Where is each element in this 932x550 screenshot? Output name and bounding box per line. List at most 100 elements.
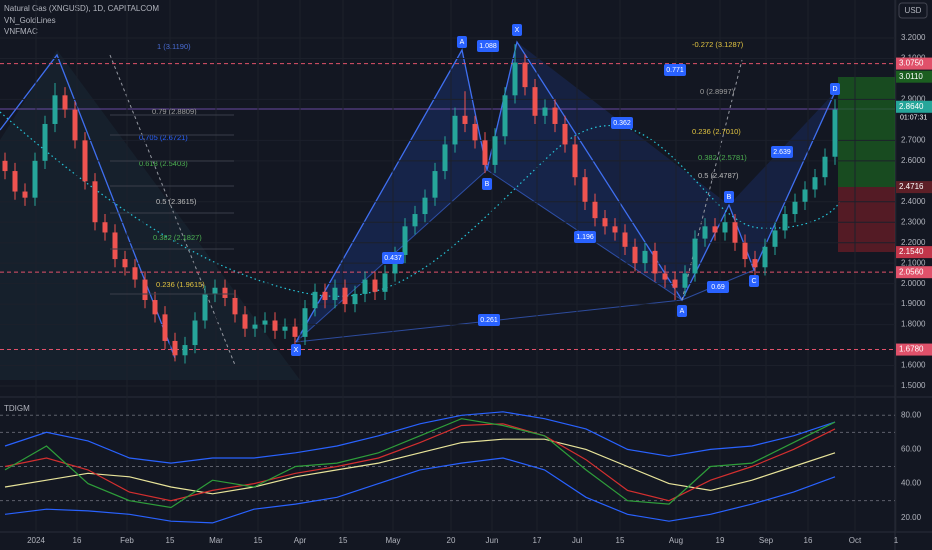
price-tag — [896, 246, 932, 259]
candle-body — [282, 326, 288, 331]
ratio-badge — [611, 117, 633, 129]
candle-body — [212, 287, 218, 294]
indicator-name: VNFMAC — [4, 27, 38, 36]
candle-body — [392, 254, 398, 274]
price-tag — [896, 70, 932, 83]
candle-body — [522, 62, 528, 88]
pattern-line — [295, 40, 836, 343]
y-tick-label: 1.9000 — [901, 299, 926, 308]
x-tick-label: Mar — [209, 536, 223, 545]
candle-body — [382, 273, 388, 292]
candle-body — [502, 95, 508, 137]
x-tick-label: Jul — [572, 536, 582, 545]
ratio-badge — [477, 40, 499, 52]
candle-body — [52, 95, 58, 124]
fib-label: 0.236 (1.9615) — [156, 280, 205, 289]
x-tick-label: 2024 — [27, 536, 45, 545]
point-label: B — [727, 194, 732, 201]
y-tick-label: 2.1000 — [901, 258, 926, 267]
candle-body — [482, 140, 488, 165]
candle-body — [362, 279, 368, 294]
candle-body — [272, 320, 278, 331]
y-tick-label: 2.7000 — [901, 135, 926, 144]
candle-body — [402, 226, 408, 255]
candle-body — [702, 226, 708, 239]
price-tag — [896, 343, 932, 356]
candle-body — [672, 279, 678, 288]
candle-body — [782, 214, 788, 231]
candle-body — [332, 287, 338, 301]
candle-body — [582, 177, 588, 202]
fib-label: -0.272 (3.1287) — [692, 40, 744, 49]
x-tick-label: 15 — [339, 536, 348, 545]
x-tick-label: Sep — [759, 536, 774, 545]
candle-body — [422, 197, 428, 215]
candle-body — [472, 123, 478, 141]
price-tag-label: 2.1540 — [899, 247, 924, 256]
candle-body — [322, 291, 328, 301]
ratio-label: 2.639 — [773, 149, 791, 156]
price-tag — [896, 266, 932, 279]
candle-body — [822, 156, 828, 178]
candle-body — [242, 314, 248, 329]
osc-line — [4, 457, 836, 524]
candle-body — [22, 191, 28, 198]
x-tick-label: Aug — [669, 536, 683, 545]
price-tag-label: 3.0750 — [899, 59, 924, 68]
candle-body — [722, 222, 728, 233]
x-tick-label: 19 — [716, 536, 725, 545]
candle-body — [542, 107, 548, 116]
candle-body — [692, 238, 698, 274]
candle-body — [202, 293, 208, 321]
x-tick-label: 16 — [804, 536, 813, 545]
candle-body — [532, 87, 538, 116]
point-badge — [677, 305, 687, 317]
y-tick-label: 2.6000 — [901, 156, 926, 165]
ratio-badge — [771, 146, 793, 158]
x-tick-label: 1 — [894, 536, 899, 545]
candle-body — [652, 250, 658, 274]
osc-line — [4, 411, 836, 464]
x-tick-label: 20 — [447, 536, 456, 545]
candle-body — [112, 232, 118, 260]
y-tick-label: 20.00 — [901, 513, 922, 522]
candle-body — [252, 324, 258, 329]
long-target — [838, 77, 895, 187]
candle-body — [832, 109, 838, 157]
y-tick-label: 1.5000 — [901, 381, 926, 390]
point-badge — [749, 275, 759, 287]
candle-body — [172, 340, 178, 356]
candle-body — [612, 226, 618, 233]
currency-box[interactable] — [898, 2, 928, 19]
candle-body — [82, 140, 88, 182]
candle-body — [792, 201, 798, 215]
candle-body — [62, 95, 68, 110]
candle-body — [142, 279, 148, 301]
osc-line — [4, 423, 836, 502]
candle-body — [452, 115, 458, 145]
candle-body — [162, 314, 168, 341]
fib-label: 0 (2.8997) — [700, 87, 735, 96]
price-tag-label: 1.6780 — [899, 345, 924, 354]
point-label: X — [515, 27, 520, 34]
ratio-badge — [707, 281, 729, 293]
candle-body — [592, 201, 598, 219]
candle-body — [122, 259, 128, 268]
candle-body — [292, 326, 298, 337]
long-stop — [838, 187, 895, 252]
oscillator-name: TDIGM — [4, 404, 30, 413]
fib-label: 0.618 (2.5403) — [139, 159, 188, 168]
y-tick-label: 80.00 — [901, 410, 922, 419]
trend-line — [681, 59, 743, 301]
candle-body — [802, 189, 808, 202]
symbol-title: Natural Gas (XNGUSD), 1D, CAPITALCOM — [4, 4, 159, 13]
candle-body — [642, 250, 648, 264]
candle-body — [552, 107, 558, 124]
candle-body — [662, 273, 668, 280]
fib-label: 0.382 (2.1827) — [153, 233, 202, 242]
candle-body — [512, 62, 518, 96]
candle-body — [622, 232, 628, 247]
